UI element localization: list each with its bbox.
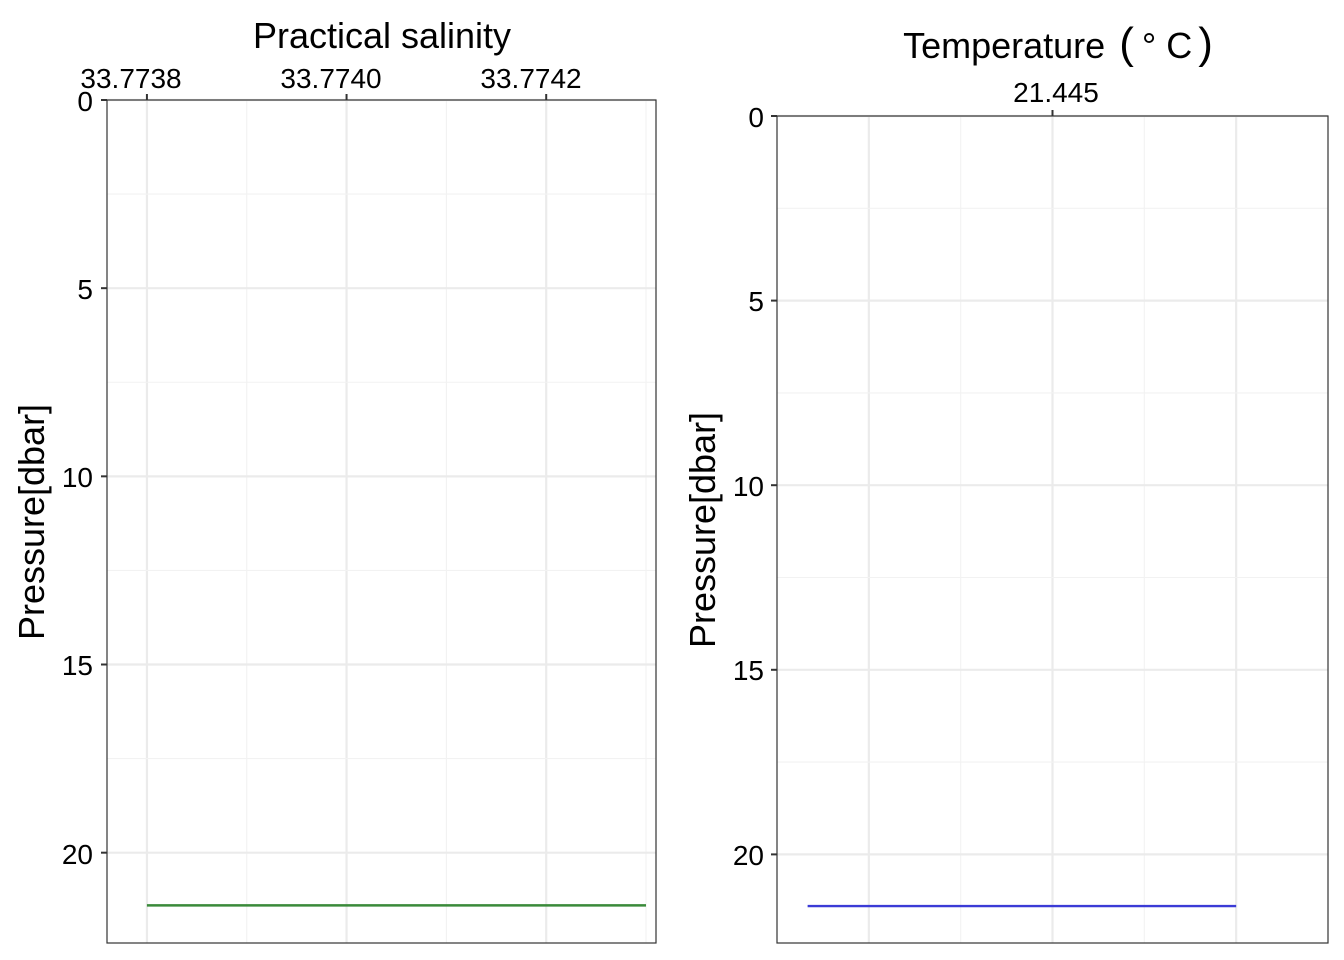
salinity-y-tick-label: 15 bbox=[62, 650, 93, 681]
salinity-y-tick-label: 10 bbox=[62, 462, 93, 493]
temperature-x-tick-label: 21.445 bbox=[1013, 77, 1099, 108]
temperature-y-tick-labels: 0 5 10 15 20 bbox=[733, 102, 764, 871]
temperature-y-tick-label: 20 bbox=[733, 840, 764, 871]
salinity-y-tick-labels: 0 5 10 15 20 bbox=[62, 86, 93, 870]
salinity-y-tick-label: 5 bbox=[77, 274, 93, 305]
salinity-tick-marks bbox=[101, 94, 548, 854]
temperature-y-tick-label: 10 bbox=[733, 471, 764, 502]
temperature-plot-frame bbox=[776, 115, 1329, 944]
temperature-y-axis-label: Pressure[dbar] bbox=[682, 412, 723, 648]
temperature-grid bbox=[777, 114, 1329, 943]
temperature-x-tick-labels: 21.445 bbox=[1013, 77, 1099, 108]
salinity-y-axis-label: Pressure[dbar] bbox=[11, 404, 52, 640]
temperature-y-tick-label: 0 bbox=[748, 102, 764, 133]
salinity-x-tick-label: 33.7742 bbox=[480, 63, 581, 94]
salinity-panel: Practical salinity 33.7738 33.7740 33.77… bbox=[11, 15, 657, 944]
temperature-title-text: Temperature bbox=[903, 25, 1105, 66]
temperature-y-tick-label: 15 bbox=[733, 655, 764, 686]
salinity-y-tick-label: 20 bbox=[62, 839, 93, 870]
temperature-title: Temperature (° C) bbox=[903, 19, 1213, 68]
temperature-title-close-paren: ) bbox=[1198, 19, 1213, 68]
temperature-y-tick-label: 5 bbox=[748, 286, 764, 317]
temperature-title-open-paren: ( bbox=[1119, 19, 1134, 68]
temperature-panel: Temperature (° C) 21.445 0 5 10 15 20 Pre… bbox=[682, 19, 1329, 944]
temperature-tick-marks bbox=[771, 110, 1054, 856]
salinity-x-tick-label: 33.7738 bbox=[80, 63, 181, 94]
temperature-title-unit: ° C bbox=[1142, 25, 1192, 66]
salinity-grid bbox=[107, 98, 656, 943]
salinity-plot-frame bbox=[106, 99, 657, 944]
salinity-x-tick-label: 33.7740 bbox=[280, 63, 381, 94]
salinity-title: Practical salinity bbox=[253, 15, 511, 56]
salinity-y-tick-label: 0 bbox=[77, 86, 93, 117]
salinity-x-tick-labels: 33.7738 33.7740 33.7742 bbox=[80, 63, 581, 94]
